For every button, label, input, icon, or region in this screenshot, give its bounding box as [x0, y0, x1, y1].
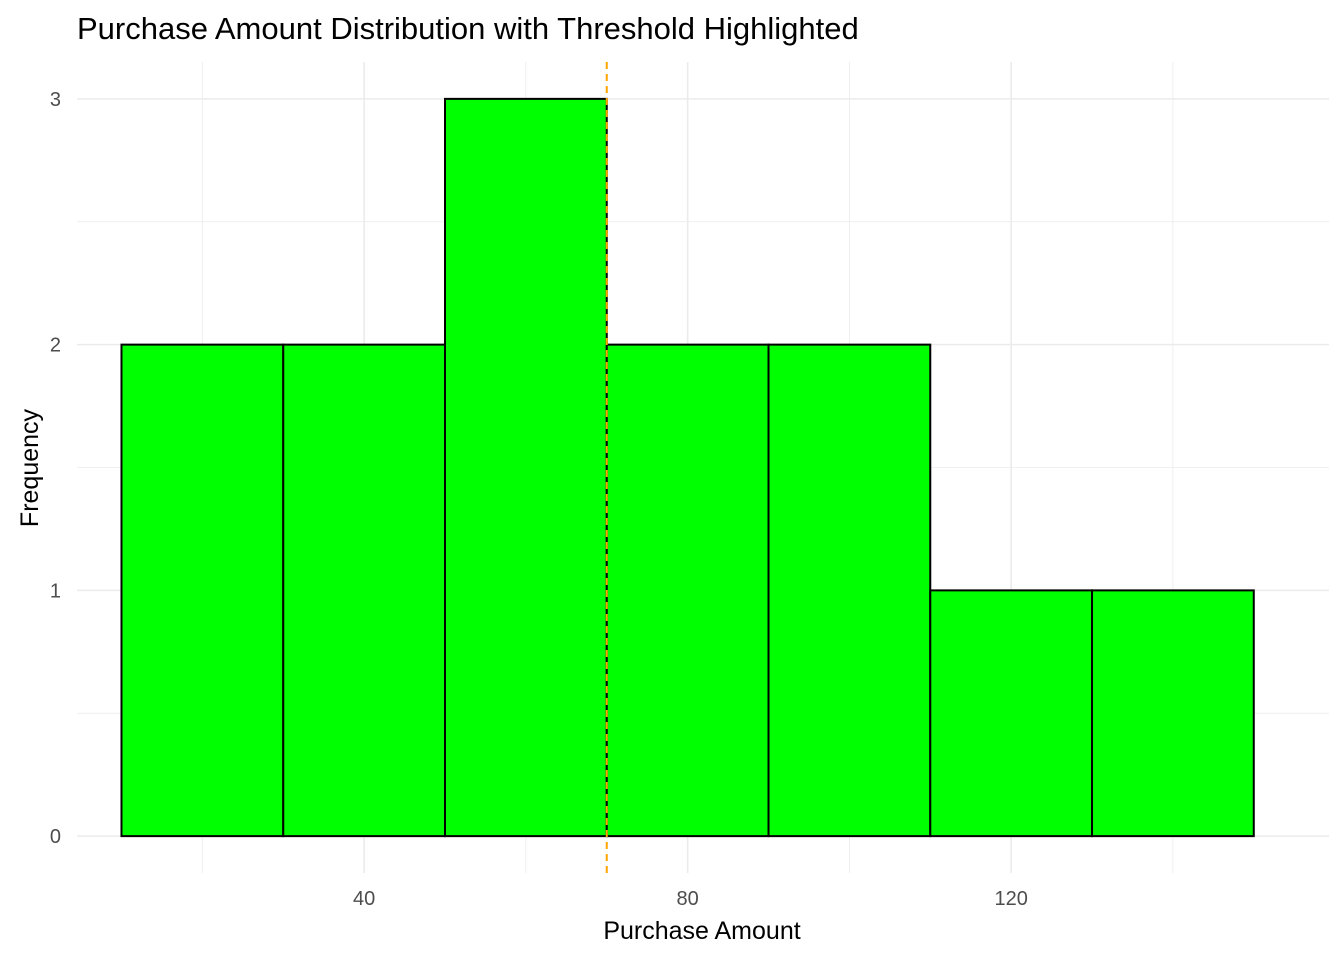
- x-axis-title: Purchase Amount: [603, 917, 800, 945]
- histogram-bar: [767, 343, 932, 838]
- x-tick-label: 120: [994, 888, 1027, 910]
- histogram-bar: [443, 97, 608, 838]
- histogram-bar: [120, 343, 285, 838]
- y-tick-label: 3: [50, 89, 61, 111]
- histogram-bar: [605, 343, 770, 838]
- axis-tick-labels: 40 80 120 0 1 2 3: [50, 89, 1028, 910]
- y-tick-label: 2: [50, 335, 61, 357]
- x-tick-label: 40: [353, 888, 375, 910]
- histogram-bar: [1091, 589, 1255, 838]
- y-axis-title: Frequency: [16, 408, 44, 527]
- y-tick-label: 1: [50, 580, 61, 602]
- histogram-bars: [120, 97, 1255, 838]
- histogram-bar: [929, 589, 1094, 838]
- x-tick-label: 80: [677, 888, 699, 910]
- chart-title: Purchase Amount Distribution with Thresh…: [77, 11, 859, 46]
- y-tick-label: 0: [50, 826, 61, 848]
- histogram-bar: [282, 343, 446, 838]
